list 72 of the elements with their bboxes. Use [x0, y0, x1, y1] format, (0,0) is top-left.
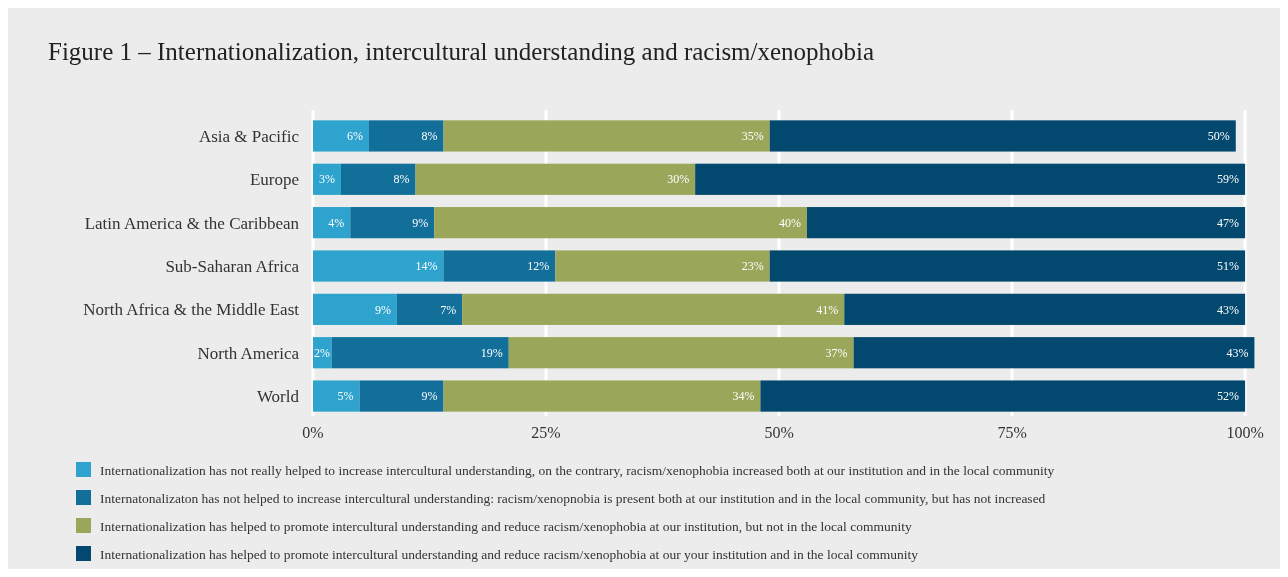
- legend-label: Internationalization has helped to promote intercultural understanding and reduce racism/xenophobia at our institution, but not in the local community: [100, 518, 912, 534]
- bar: [350, 207, 435, 239]
- legend-label: Internationalization has not really helped to increase intercultural understanding, on the contrary, racism/xenophobia increased both at our institution and in the local community: [100, 462, 1055, 478]
- bar: [396, 293, 463, 325]
- text: 4%: [328, 215, 345, 230]
- y-tick-label: World: [256, 387, 300, 407]
- x-tick-label: 75%: [997, 424, 1027, 441]
- x-tick-label: 100%: [1226, 424, 1264, 441]
- text: 14%: [415, 259, 438, 274]
- text: 7%: [440, 302, 457, 317]
- text: 19%: [480, 345, 503, 360]
- bar: [340, 163, 416, 195]
- bar: [331, 337, 509, 369]
- y-tick-label: North America: [197, 343, 300, 363]
- y-tick-label: North Africa & the Middle East: [83, 300, 300, 320]
- bar: [508, 337, 854, 369]
- text: 41%: [816, 302, 839, 317]
- bar: [443, 250, 556, 282]
- text: 35%: [741, 129, 764, 144]
- bar: [443, 380, 761, 412]
- text: 8%: [421, 129, 438, 144]
- bar: [313, 380, 360, 412]
- bar: [415, 163, 696, 195]
- text: 51%: [1217, 259, 1240, 274]
- text: 6%: [346, 129, 363, 144]
- text: 9%: [421, 389, 438, 404]
- text: 43%: [1217, 302, 1240, 317]
- chart-title: Figure 1 – Internationalization, intercultural understanding and racism/xenophobia: [48, 38, 875, 65]
- bar: [359, 380, 444, 412]
- bar: [555, 250, 770, 282]
- text: 37%: [825, 345, 848, 360]
- x-tick-label: 0%: [302, 424, 324, 441]
- bar: [313, 293, 397, 325]
- bar: [368, 120, 444, 152]
- text: 8%: [393, 172, 410, 187]
- text: 34%: [732, 389, 755, 404]
- text: 43%: [1226, 345, 1249, 360]
- legend-label: Internatonalizaton has not helped to increase intercultural understanding: racism/xenopnobia is present both at our institution and in the local community, but has not increased: [100, 490, 1046, 506]
- y-tick-label: Sub-Saharan Africa: [165, 256, 300, 276]
- y-tick-label: Asia & Pacific: [198, 126, 300, 146]
- legend-label: Internationalization has helped to promote intercultural understanding and reduce racism/xenophobia at our your institution and in the local community: [100, 546, 919, 562]
- bar: [443, 120, 770, 152]
- text: 5%: [337, 389, 354, 404]
- bar: [695, 163, 1246, 195]
- bar: [853, 337, 1255, 369]
- bar: [313, 163, 341, 195]
- y-tick-label: Latin America & the Caribbean: [84, 213, 300, 233]
- text: 3%: [318, 172, 335, 187]
- text: 52%: [1217, 389, 1240, 404]
- bar: [769, 250, 1246, 282]
- text: 23%: [741, 259, 764, 274]
- text: 50%: [1207, 129, 1230, 144]
- text: 40%: [779, 215, 802, 230]
- x-tick-label: 50%: [764, 424, 794, 441]
- text: 47%: [1217, 215, 1240, 230]
- text: 12%: [527, 259, 550, 274]
- y-tick-label: Europe: [249, 170, 299, 190]
- bar: [434, 207, 808, 239]
- text: 2%: [314, 345, 330, 360]
- text: 9%: [412, 215, 429, 230]
- bar: [844, 293, 1246, 325]
- bar: [313, 120, 369, 152]
- bar: [313, 207, 351, 239]
- x-tick-label: 25%: [531, 424, 561, 441]
- bar: [769, 120, 1236, 152]
- text: 59%: [1217, 172, 1240, 187]
- text: 30%: [667, 172, 690, 187]
- bar: [313, 250, 444, 282]
- bar: [760, 380, 1246, 412]
- bar: [807, 207, 1246, 239]
- bar: [462, 293, 845, 325]
- text: 9%: [374, 302, 391, 317]
